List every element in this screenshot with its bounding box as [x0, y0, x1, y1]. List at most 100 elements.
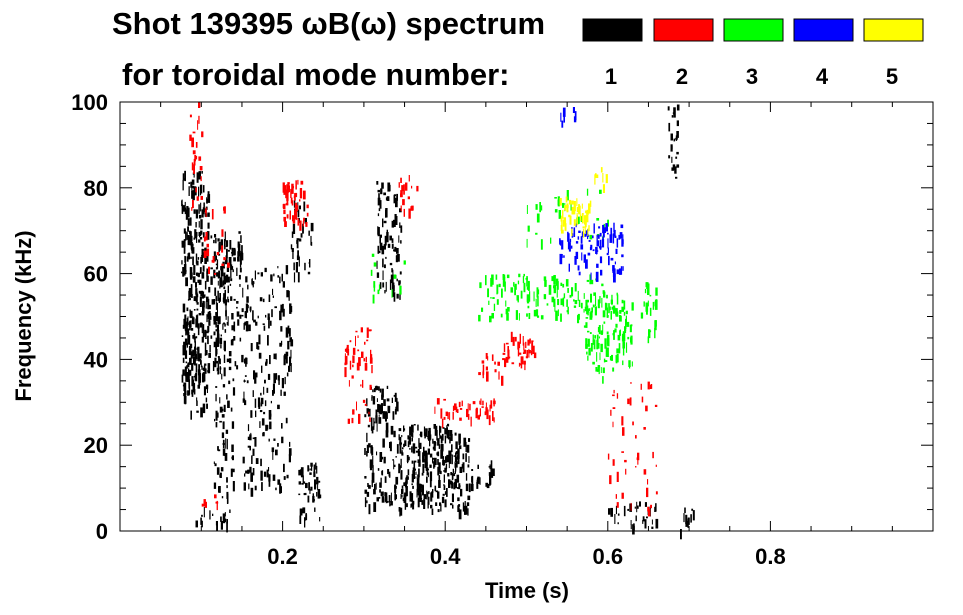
spectrum-cell	[634, 506, 636, 509]
spectrum-cell	[423, 426, 426, 436]
spectrum-cell	[398, 182, 400, 188]
spectrum-cell	[202, 324, 205, 334]
spectrum-cell	[355, 335, 356, 347]
spectrum-cell	[286, 372, 289, 377]
spectrum-cell	[382, 218, 384, 228]
spectrum-cell	[394, 197, 397, 201]
spectrum-cell	[647, 381, 650, 390]
spectrum-cell	[246, 304, 249, 309]
spectrum-cell	[285, 417, 288, 424]
spectrum-cell	[631, 361, 633, 367]
spectrum-cell	[587, 338, 590, 347]
spectrum-cell	[241, 354, 244, 363]
spectrum-cell	[201, 272, 205, 279]
spectrum-cell	[200, 219, 203, 230]
spectrum-cell	[391, 238, 394, 243]
spectrum-cell	[307, 495, 310, 503]
spectrum-cell	[243, 391, 245, 401]
spectrum-cell	[455, 451, 458, 455]
spectrum-cell	[408, 208, 411, 219]
spectrum-cell	[449, 430, 453, 437]
spectrum-cell	[281, 378, 284, 389]
spectrum-cell	[366, 339, 369, 342]
spectrum-cell	[219, 293, 221, 302]
spectrum-cell	[196, 400, 198, 406]
spectrum-cell	[586, 209, 589, 213]
spectrum-cell	[465, 441, 467, 452]
spectrum-cell	[195, 155, 198, 160]
spectrum-cell	[548, 284, 552, 295]
spectrum-cell	[289, 210, 291, 220]
spectrum-cell	[427, 436, 430, 440]
spectrum-cell	[464, 501, 466, 508]
legend-label-mode-2: 2	[676, 64, 688, 89]
spectrum-cell	[399, 293, 401, 300]
spectrum-cell	[606, 252, 609, 256]
spectrum-cell	[492, 297, 495, 299]
spectrum-cell	[219, 367, 222, 370]
spectrum-cell	[348, 380, 350, 387]
spectrum-cell	[418, 438, 420, 448]
spectrum-cell	[562, 107, 566, 117]
spectrum-cell	[586, 351, 588, 355]
spectrum-cell	[390, 501, 393, 506]
spectrum-cell	[232, 481, 235, 492]
spectrum-cell	[226, 274, 229, 283]
spectrum-cell	[635, 435, 637, 439]
spectrum-cell	[281, 436, 284, 444]
spectrum-cell	[517, 348, 520, 357]
spectrum-cell	[225, 303, 227, 312]
spectrum-cell	[195, 292, 198, 303]
spectrum-cell	[275, 353, 277, 360]
spectrum-cell	[199, 237, 203, 240]
spectrum-cell	[195, 222, 197, 228]
spectrum-cell	[290, 363, 292, 373]
spectrum-cell	[502, 276, 506, 287]
spectrum-cell	[186, 307, 189, 312]
spectrum-cell	[418, 468, 420, 478]
x-tick-label: 0.6	[593, 544, 624, 569]
spectrum-cell	[220, 467, 224, 472]
spectrum-cell	[299, 188, 303, 199]
spectrum-cell	[453, 482, 456, 490]
spectrum-cell	[240, 235, 242, 243]
spectrum-cell	[455, 461, 458, 468]
spectrum-cell	[412, 470, 414, 480]
spectrum-cell	[392, 411, 395, 420]
spectrum-cell	[196, 260, 199, 266]
spectrum-cell	[571, 287, 574, 297]
spectrum-cell	[443, 485, 446, 490]
spectrum-cell	[263, 386, 265, 395]
spectrum-cell	[583, 309, 585, 313]
spectrum-cell	[616, 393, 619, 399]
spectrum-cell	[191, 137, 194, 148]
spectrum-cell	[277, 266, 279, 269]
spectrum-cell	[623, 505, 626, 517]
x-axis-title: Time (s)	[485, 578, 569, 603]
spectrum-cell	[277, 375, 280, 381]
spectrum-cell	[595, 174, 599, 178]
spectrum-cell	[544, 279, 547, 287]
spectrum-cell	[265, 362, 268, 366]
legend-label-mode-1: 1	[605, 64, 617, 89]
spectrum-cell	[463, 437, 467, 447]
spectrum-cell	[622, 266, 624, 271]
spectrum-cell	[266, 387, 269, 393]
spectrum-cell	[513, 282, 515, 287]
spectrum-cell	[422, 455, 425, 461]
spectrum-cell	[364, 497, 367, 508]
x-tick-label: 0.4	[430, 544, 461, 569]
spectrum-cell	[450, 472, 452, 476]
spectrum-cell	[492, 468, 495, 476]
spectrum-cell	[528, 313, 531, 319]
spectrum-cell	[199, 296, 202, 307]
spectrum-cell	[619, 329, 621, 333]
spectrum-cell	[636, 501, 638, 513]
spectrum-cell	[494, 369, 497, 373]
spectrum-region-mode-1	[396, 423, 471, 520]
spectrum-cell	[370, 269, 373, 276]
spectrum-cell	[585, 214, 589, 223]
spectrum-cell	[468, 438, 471, 442]
spectrum-cell	[630, 524, 632, 530]
spectrum-cell	[457, 409, 459, 413]
